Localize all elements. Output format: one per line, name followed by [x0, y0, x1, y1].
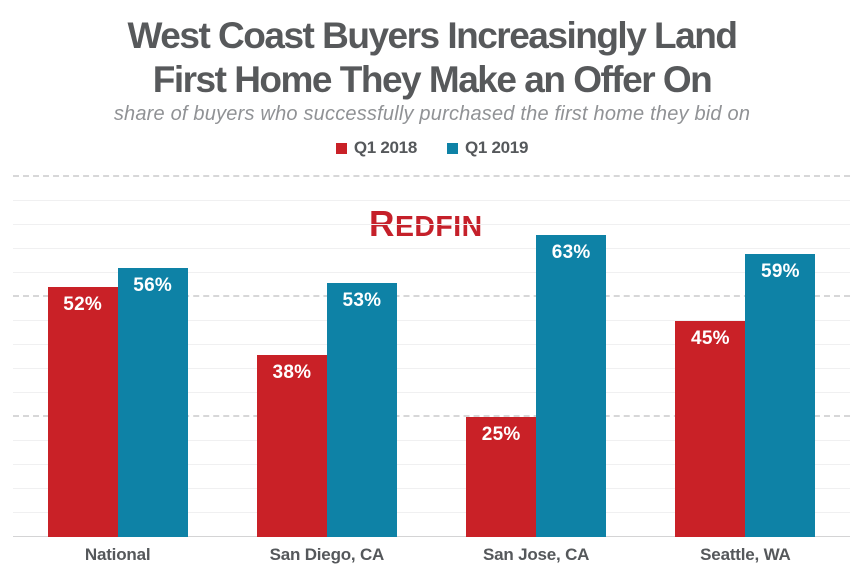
gridline-minor-35 — [13, 368, 850, 369]
bar-value-label: 53% — [342, 289, 382, 311]
bar-q1-2019-san-jose-ca: 63% — [536, 234, 607, 537]
legend-label-q1-2018: Q1 2018 — [353, 138, 417, 157]
plot-area: 52% 56% 38% 53% 25% 63% 45% 59% — [13, 175, 850, 537]
gridline-minor-60 — [13, 248, 850, 249]
legend-label-q1-2019: Q1 2019 — [465, 138, 529, 157]
chart-subtitle: share of buyers who successfully purchas… — [113, 103, 751, 125]
bar-value-label: 56% — [133, 275, 172, 297]
gridline-major-25 — [13, 415, 850, 417]
bar-q1-2018-san-diego-ca: 38% — [256, 354, 327, 537]
legend-swatch-blue — [447, 142, 458, 154]
gridline-minor-30 — [13, 392, 850, 393]
gridline-minor-5 — [13, 512, 850, 513]
bar-q1-2018-national: 52% — [47, 287, 118, 537]
gridline-minor-10 — [13, 488, 850, 489]
category-label-national: National — [84, 545, 151, 564]
legend-item-q1-2019: Q1 2019 — [447, 138, 528, 158]
gridline-minor-70 — [13, 200, 850, 201]
chart-title-line-2: First Home They Make an Offer On — [152, 59, 713, 100]
bar-value-label: 25% — [481, 424, 521, 445]
gridline-minor-65 — [13, 224, 850, 225]
redfin-logo: REDFIN — [369, 206, 483, 242]
bar-value-label: 59% — [761, 260, 800, 282]
gridline-minor-40 — [13, 344, 850, 345]
gridline-minor-55 — [13, 272, 850, 273]
category-label-seattle-wa: Seattle, WA — [700, 545, 791, 564]
gridline-major-50 — [13, 295, 850, 297]
bar-value-label: 63% — [551, 241, 591, 263]
x-axis-line — [13, 536, 850, 537]
bar-q1-2018-san-jose-ca: 25% — [466, 417, 537, 537]
redfin-logo-rest: EDFIN — [394, 211, 483, 243]
bar-q1-2019-national: 56% — [117, 268, 188, 537]
redfin-logo-first-letter: R — [369, 203, 395, 244]
legend: Q1 2018 Q1 2019 — [0, 138, 864, 158]
bar-value-label: 52% — [63, 294, 102, 316]
legend-swatch-red — [335, 142, 347, 154]
chart-title-line-1: West Coast Buyers Increasingly Land — [127, 15, 738, 56]
category-label-san-jose-ca: San Jose, CA — [483, 545, 590, 564]
gridline-minor-15 — [13, 464, 850, 465]
bar-value-label: 45% — [691, 328, 730, 349]
bar-q1-2018-seattle-wa: 45% — [675, 321, 746, 537]
bar-q1-2019-seattle-wa: 59% — [745, 253, 816, 537]
bar-q1-2019-san-diego-ca: 53% — [326, 282, 397, 537]
gridline-minor-20 — [13, 440, 850, 441]
bar-value-label: 38% — [272, 361, 312, 383]
gridline-major-75 — [13, 175, 850, 177]
category-label-san-diego-ca: San Diego, CA — [269, 545, 385, 564]
gridline-minor-45 — [13, 320, 850, 321]
legend-item-q1-2018: Q1 2018 — [335, 138, 417, 158]
